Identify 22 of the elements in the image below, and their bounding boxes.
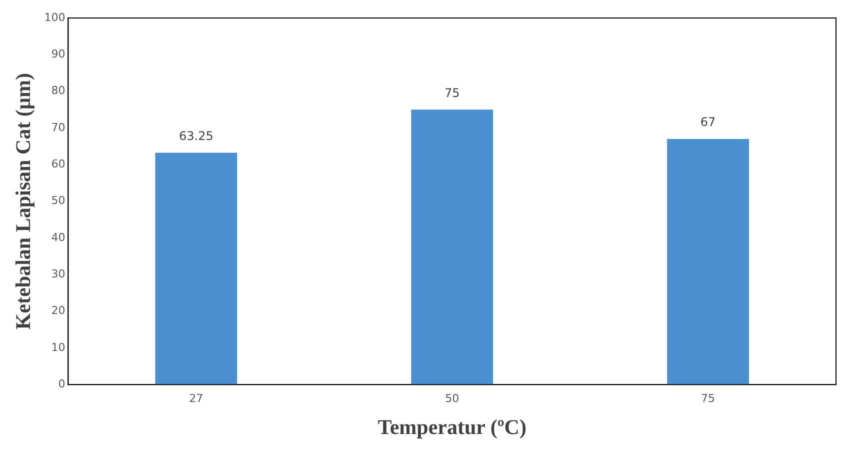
x-tick-label: 50 bbox=[445, 392, 460, 406]
y-tick-label: 30 bbox=[51, 267, 66, 280]
y-tick-label: 80 bbox=[51, 84, 66, 98]
y-tick-label: 40 bbox=[51, 230, 66, 244]
x-axis-title: Temperatur (ºC) bbox=[378, 414, 526, 439]
y-tick-label: 90 bbox=[51, 48, 66, 61]
x-tick-label: 75 bbox=[701, 392, 716, 406]
y-tick-label: 10 bbox=[51, 340, 66, 354]
y-tick-label: 50 bbox=[51, 194, 66, 208]
y-tick-label: 100 bbox=[44, 10, 66, 24]
y-tick-label: 70 bbox=[51, 120, 66, 134]
y-tick-label: 0 bbox=[58, 377, 66, 390]
x-tick-label: 27 bbox=[189, 392, 204, 406]
data-label: 67 bbox=[700, 115, 716, 130]
y-tick-label: 20 bbox=[51, 304, 66, 318]
y-tick-label: 60 bbox=[51, 158, 66, 170]
data-label: 75 bbox=[444, 86, 460, 100]
bar bbox=[155, 152, 238, 385]
y-axis-title: Ketebalan Lapisan Cat (µm) bbox=[11, 73, 36, 330]
data-label: 63.25 bbox=[178, 128, 214, 143]
bar bbox=[411, 110, 494, 385]
bar bbox=[667, 138, 749, 385]
